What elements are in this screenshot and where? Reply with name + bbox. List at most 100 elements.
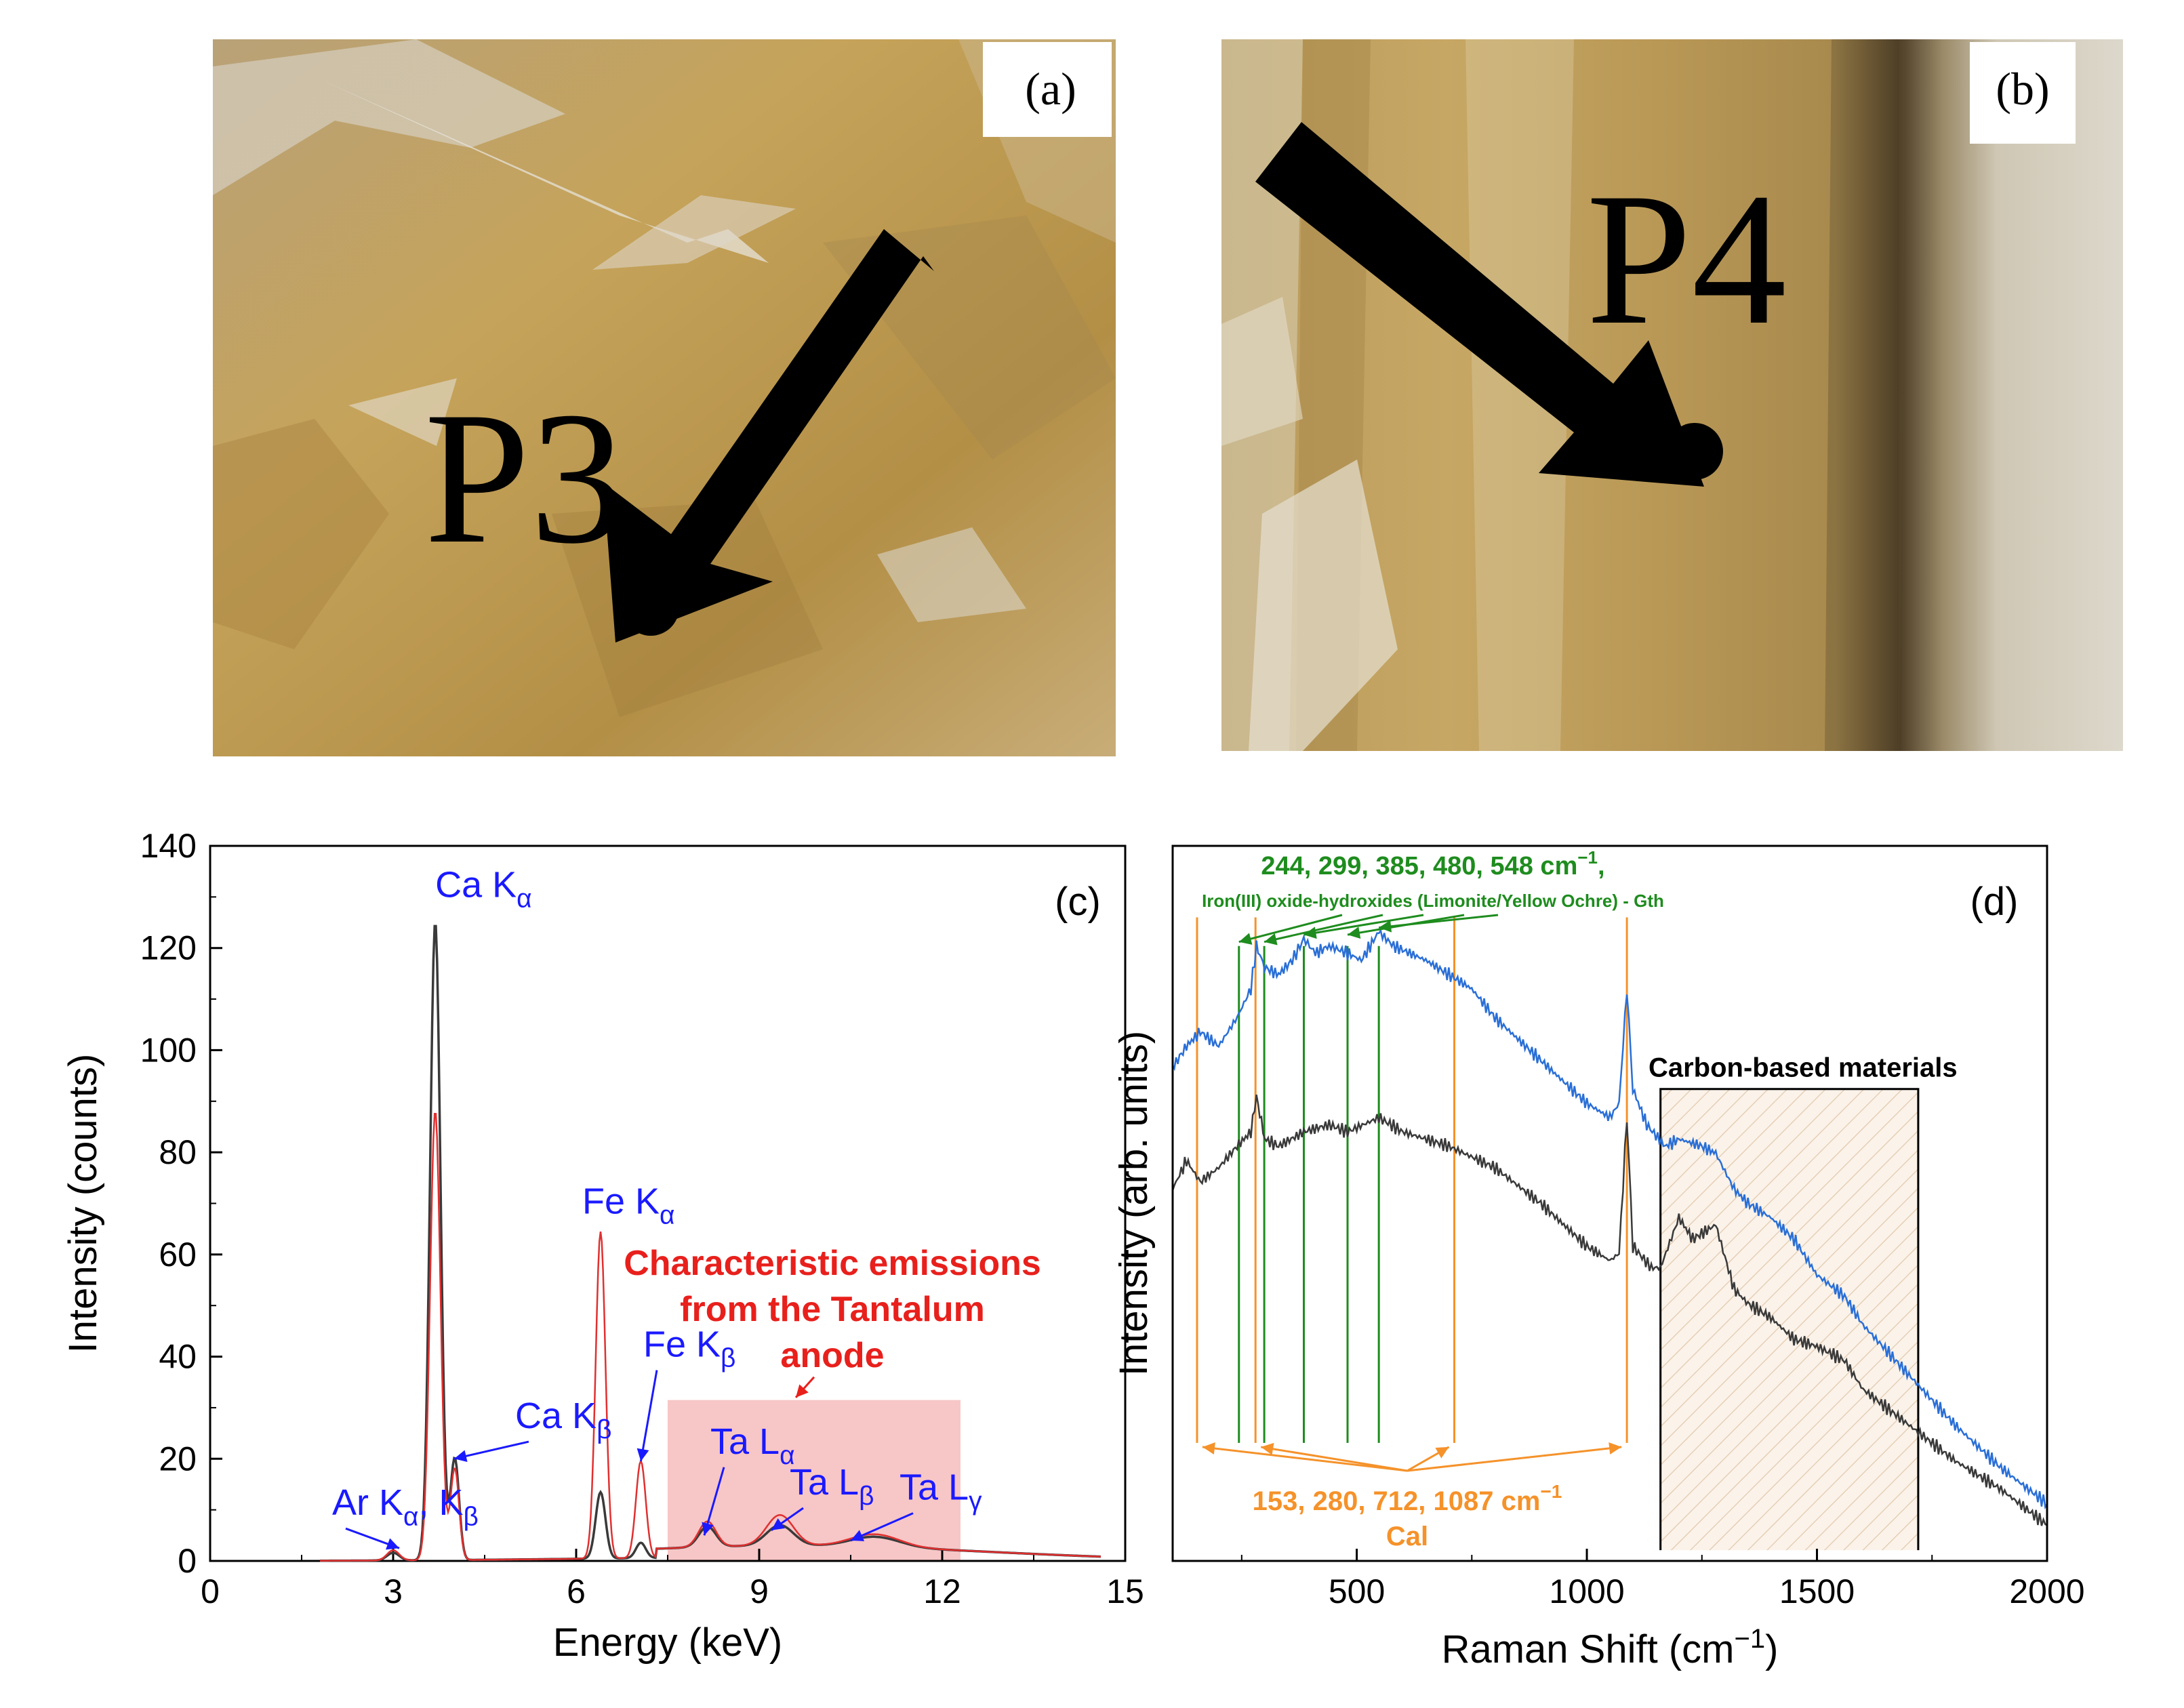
calcite-arrow-head xyxy=(1609,1442,1622,1455)
peak-label-ta-l-γ-sub: γ xyxy=(969,1487,982,1516)
goethite-arrow-head xyxy=(1238,933,1253,945)
peak-label-ca-k-β-sub: β xyxy=(596,1415,611,1444)
x-axis-label-main: Raman Shift (cm xyxy=(1442,1627,1735,1671)
peak-label-ar-k-α-sub2: β xyxy=(464,1502,479,1531)
y-tick-label: 60 xyxy=(159,1236,197,1274)
point-label-p3: P3 xyxy=(424,372,625,583)
x-axis-label-sup: −1 xyxy=(1734,1624,1765,1654)
carbon-region-label: Carbon-based materials xyxy=(1649,1053,1958,1083)
x-tick-label: 12 xyxy=(923,1572,961,1610)
goethite-values-main: 244, 299, 385, 480, 548 cm xyxy=(1261,852,1577,880)
peak-label-ca-k-α-main: Ca K xyxy=(435,864,517,905)
goethite-label-name: Iron(III) oxide-hydroxides (Limonite/Yel… xyxy=(1202,891,1664,911)
peak-label-ar-k-α-sub: α xyxy=(403,1502,418,1531)
peak-label-ta-l-γ: Ta Lγ xyxy=(899,1467,982,1516)
x-tick-label: 1500 xyxy=(1779,1572,1855,1610)
peak-label-ta-l-α-arrow-head xyxy=(702,1522,714,1536)
peak-label-ar-k-α-main: Ar K xyxy=(332,1482,403,1523)
x-tick-label: 6 xyxy=(567,1572,586,1610)
x-tick-label: 2000 xyxy=(2009,1572,2084,1610)
plot-frame xyxy=(1171,845,2048,1562)
peak-label-ta-l-β: Ta Lβ xyxy=(790,1462,874,1511)
calcite-arrow-head xyxy=(1261,1442,1274,1455)
photo-panel-b xyxy=(1221,39,2123,751)
wall-photo-b xyxy=(1221,39,2123,751)
y-tick-label: 0 xyxy=(178,1542,197,1580)
peak-label-ar-k-α-main2: , K xyxy=(419,1482,464,1523)
peak-label-ar-k-α: Ar Kα, Kβ xyxy=(332,1482,479,1531)
tantalum-note-arrow-head xyxy=(796,1384,809,1398)
calcite-label-values: 153, 280, 712, 1087 cm−1 xyxy=(1253,1481,1562,1516)
point-marker xyxy=(622,579,679,636)
x-axis-label: Energy (keV) xyxy=(553,1621,782,1665)
wall-photo-a xyxy=(213,39,1116,756)
peak-label-ca-k-β-main: Ca K xyxy=(515,1396,596,1436)
carbon-region-fill xyxy=(1660,1089,1918,1551)
goethite-arrow-head xyxy=(1303,927,1317,939)
panel-label-d: (d) xyxy=(1970,880,2019,924)
goethite-arrow-head xyxy=(1379,920,1392,933)
x-axis-label: Raman Shift (cm−1) xyxy=(1442,1624,1779,1671)
peak-label-fe-k-α: Fe Kα xyxy=(582,1181,675,1230)
peak-label-ca-k-β-arrow-head xyxy=(454,1450,468,1463)
y-axis-label: Intensity (arb. units) xyxy=(1118,1031,1156,1376)
arrow-icon xyxy=(603,229,934,643)
peak-label-ta-l-α-main: Ta L xyxy=(710,1421,780,1462)
chart-panel-c: 0 3 6 9 12 15 0 20 40 60 80 100 120 140 Energy (keV) In… xyxy=(0,779,1152,1708)
x-tick-label: 9 xyxy=(750,1572,769,1610)
y-tick-label: 40 xyxy=(159,1338,197,1376)
goethite-arrow-head xyxy=(1348,927,1361,939)
y-tick-label: 20 xyxy=(159,1440,197,1478)
x-tick-label: 500 xyxy=(1329,1572,1385,1610)
point-label-p4: P4 xyxy=(1586,153,1787,364)
carbon-region-bracket xyxy=(1659,1088,1920,1551)
peak-label-ta-l-α-sub: α xyxy=(780,1441,794,1470)
peak-label-fe-k-β-main: Fe K xyxy=(643,1324,721,1365)
chart-panel-d: Carbon-based materials 500 1000 1500 2000 Ram… xyxy=(1118,779,2184,1708)
y-tick-label: 120 xyxy=(140,929,197,967)
tantalum-note-line: from the Tantalum xyxy=(680,1290,985,1329)
goethite-arrow-shaft xyxy=(1379,914,1499,929)
panel-label-c: (c) xyxy=(1055,880,1101,924)
tantalum-note-line: anode xyxy=(780,1336,884,1375)
raman-chart: Carbon-based materials 500 1000 1500 2000 Ram… xyxy=(1118,845,2085,1671)
goethite-values-sup: −1 xyxy=(1577,847,1598,868)
x-axis-label-end: ) xyxy=(1765,1627,1778,1671)
x-tick-label: 1000 xyxy=(1549,1572,1624,1610)
peak-label-ar-k-α-arrow-head xyxy=(386,1538,399,1550)
goethite-arrow-shaft xyxy=(1263,914,1383,943)
peak-label-ca-k-α-sub: α xyxy=(517,884,531,913)
xrf-chart: 0 3 6 9 12 15 0 20 40 60 80 100 120 140 Energy (keV) In… xyxy=(61,827,1144,1665)
peak-label-fe-k-α-main: Fe K xyxy=(582,1181,660,1222)
calcite-arrow-shaft xyxy=(1260,1446,1408,1472)
calcite-label-name: Cal xyxy=(1386,1522,1428,1551)
goethite-label-values: 244, 299, 385, 480, 548 cm−1, xyxy=(1261,847,1604,880)
peak-label-ca-k-β-arrow-shaft xyxy=(453,1440,529,1460)
y-tick-label: 80 xyxy=(159,1133,197,1171)
raman-line-upper xyxy=(1171,928,2048,1510)
peak-label-fe-k-β-sub: β xyxy=(721,1344,735,1373)
point-marker xyxy=(1666,423,1723,480)
peak-label-ta-l-γ-main: Ta L xyxy=(899,1467,969,1508)
peak-label-fe-k-β: Fe Kβ xyxy=(643,1324,735,1373)
calcite-values-main: 153, 280, 712, 1087 cm xyxy=(1253,1486,1541,1516)
goethite-values-end: , xyxy=(1598,852,1605,880)
calcite-arrow-head xyxy=(1202,1442,1215,1455)
spectrum-line-p4 xyxy=(320,1113,1101,1562)
x-tick-label: 3 xyxy=(384,1572,403,1610)
calcite-values-sup: −1 xyxy=(1540,1481,1562,1502)
raman-line-lower xyxy=(1171,1094,2048,1526)
peak-label-ta-l-β-main: Ta L xyxy=(790,1462,859,1503)
peak-label-ta-l-α: Ta Lα xyxy=(710,1421,795,1470)
peak-label-ta-l-γ-arrow-head xyxy=(851,1530,865,1541)
photo-panel-a xyxy=(213,39,1116,756)
goethite-arrow-shaft xyxy=(1303,914,1424,936)
tantalum-note-line: Characteristic emissions xyxy=(624,1244,1041,1283)
peak-label-ca-k-α: Ca Kα xyxy=(435,864,532,913)
peak-label-fe-k-α-sub: α xyxy=(660,1201,674,1230)
goethite-arrow-shaft xyxy=(1238,914,1343,943)
arrow-icon xyxy=(1255,122,1704,487)
peak-label-ca-k-β: Ca Kβ xyxy=(515,1396,611,1444)
calcite-arrow-shaft xyxy=(1407,1446,1622,1472)
x-tick-label: 0 xyxy=(201,1572,220,1610)
